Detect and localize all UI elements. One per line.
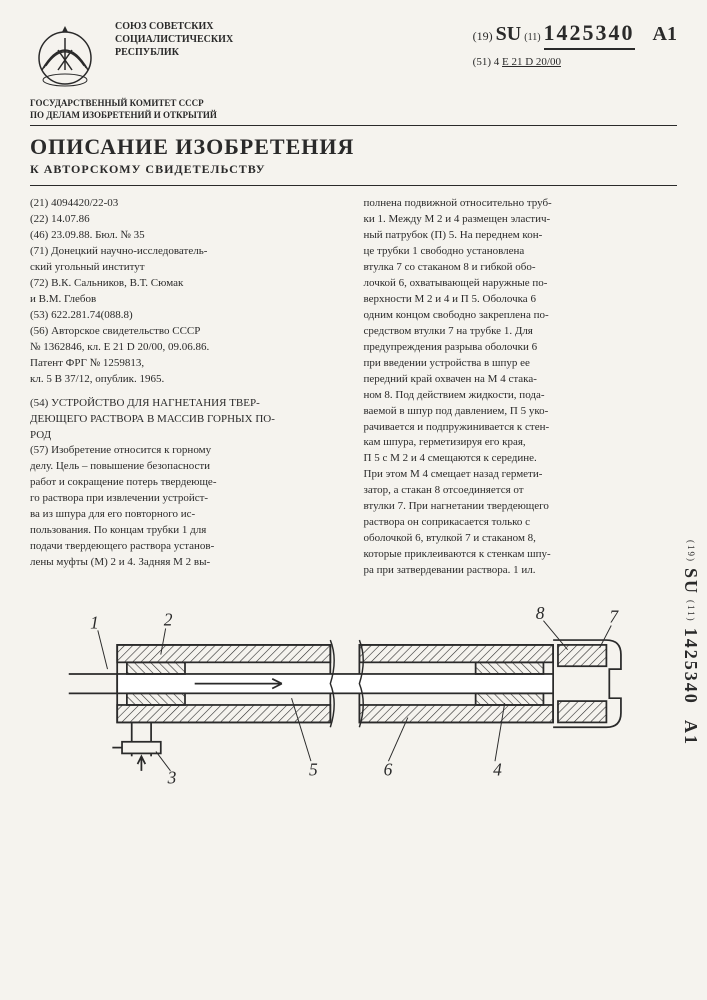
biblio-line: Патент ФРГ № 1259813, xyxy=(30,356,344,372)
kind-code: A1 xyxy=(653,23,677,45)
abstract-line: делу. Цель – повышение безопасности xyxy=(30,459,344,475)
figure-label-6: 6 xyxy=(384,760,393,780)
abstract-line: предупреждения разрыва оболочки 6 xyxy=(364,340,678,356)
title-line: РОД xyxy=(30,428,344,444)
state-emblem xyxy=(30,20,100,90)
side-cc: SU xyxy=(681,568,701,595)
left-column: (21) 4094420/22-03 (22) 14.07.86 (46) 23… xyxy=(30,196,344,579)
abstract-line: (57) Изобретение относится к горному xyxy=(30,443,344,459)
doc-number: 1425340 xyxy=(544,20,635,50)
abstract-line: ра при затвердевании раствора. 1 ил. xyxy=(364,563,678,579)
abstract-line: П 5 с М 2 и 4 смещаются к середине. xyxy=(364,451,678,467)
page-title: ОПИСАНИЕ ИЗОБРЕТЕНИЯ xyxy=(30,134,677,160)
biblio-line: (22) 14.07.86 xyxy=(30,212,344,228)
side-num: 1425340 xyxy=(681,628,701,705)
figure-label-5: 5 xyxy=(309,760,318,780)
abstract-line: лены муфты (М) 2 и 4. Задняя М 2 вы- xyxy=(30,555,344,571)
abstract-line: передний край охвачен на М 4 стака- xyxy=(364,372,678,388)
abstract-line: ный патрубок (П) 5. На переднем кон- xyxy=(364,228,678,244)
abstract-line: затор, а стакан 8 отсоединяется от xyxy=(364,483,678,499)
abstract-line: це трубки 1 свободно установлена xyxy=(364,244,678,260)
abstract-line: полнена подвижной относительно труб- xyxy=(364,196,678,212)
abstract-line: работ и сокращение потерь твердеюще- xyxy=(30,475,344,491)
abstract-line: верхности М 2 и 4 и П 5. Оболочка 6 xyxy=(364,292,678,308)
divider xyxy=(30,125,677,126)
side-kind: A1 xyxy=(681,720,701,746)
biblio-line: кл. 5 В 37/12, опублик. 1965. xyxy=(30,372,344,388)
abstract-line: ваемой в шпур под давлением, П 5 уко- xyxy=(364,404,678,420)
right-column: полнена подвижной относительно труб- ки … xyxy=(364,196,678,579)
union-label: СОЮЗ СОВЕТСКИХ СОЦИАЛИСТИЧЕСКИХ РЕСПУБЛИ… xyxy=(115,20,233,59)
union-line: СОЦИАЛИСТИЧЕСКИХ xyxy=(115,33,233,46)
figure-label-1: 1 xyxy=(90,612,99,632)
body-columns: (21) 4094420/22-03 (22) 14.07.86 (46) 23… xyxy=(30,196,677,579)
country-prefix: (19) xyxy=(473,29,493,43)
country-code: SU xyxy=(496,23,522,45)
ipc-code: E 21 D 20/00 xyxy=(502,56,561,68)
biblio-line: (21) 4094420/22-03 xyxy=(30,196,344,212)
biblio-line: (72) В.К. Сальников, В.Т. Сюмак xyxy=(30,276,344,292)
abstract-line: подачи твердеющего раствора установ- xyxy=(30,539,344,555)
biblio-line: (71) Донецкий научно-исследователь- xyxy=(30,244,344,260)
ipc-prefix: (51) 4 xyxy=(473,56,500,68)
union-line: РЕСПУБЛИК xyxy=(115,46,233,59)
abstract-line: которые приклеиваются к стенкам шпу- xyxy=(364,547,678,563)
divider xyxy=(30,185,677,186)
figure-label-8: 8 xyxy=(536,603,545,623)
figure-label-3: 3 xyxy=(167,767,177,786)
abstract-line: одним концом свободно закреплена по- xyxy=(364,308,678,324)
abstract-line: ва из шпура для его повторного ис- xyxy=(30,507,344,523)
committee-line: ПО ДЕЛАМ ИЗОБРЕТЕНИЙ И ОТКРЫТИЙ xyxy=(30,110,677,122)
biblio-line: и В.М. Глебов xyxy=(30,292,344,308)
figure-label-4: 4 xyxy=(493,760,502,780)
figure-label-7: 7 xyxy=(609,607,619,627)
biblio-line: (46) 23.09.88. Бюл. № 35 xyxy=(30,228,344,244)
committee-label: ГОСУДАРСТВЕННЫЙ КОМИТЕТ СССР ПО ДЕЛАМ ИЗ… xyxy=(30,98,677,121)
page-subtitle: К АВТОРСКОМУ СВИДЕТЕЛЬСТВУ xyxy=(30,162,677,177)
committee-line: ГОСУДАРСТВЕННЫЙ КОМИТЕТ СССР xyxy=(30,98,677,110)
abstract-line: ном 8. Под действием жидкости, пода- xyxy=(364,388,678,404)
figure-label-2: 2 xyxy=(164,609,173,629)
union-line: СОЮЗ СОВЕТСКИХ xyxy=(115,20,233,33)
abstract-line: при введении устройства в шпур ее xyxy=(364,356,678,372)
abstract-line: При этом М 4 смещает назад гермети- xyxy=(364,467,678,483)
biblio-line: (53) 622.281.74(088.8) xyxy=(30,308,344,324)
abstract-line: го раствора при извлечении устройст- xyxy=(30,491,344,507)
side-prefix: (19) xyxy=(686,540,696,563)
doc-codes: (19) SU (11) 1425340 A1 (51) 4 E 21 D 20… xyxy=(473,20,677,68)
title-line: (54) УСТРОЙСТВО ДЛЯ НАГНЕТАНИЯ ТВЕР- xyxy=(30,396,344,412)
biblio-line: (56) Авторское свидетельство СССР xyxy=(30,324,344,340)
abstract-line: оболочкой 6, втулкой 7 и стаканом 8, xyxy=(364,531,678,547)
biblio-line: № 1362846, кл. E 21 D 20/00, 09.06.86. xyxy=(30,340,344,356)
spacer xyxy=(30,388,344,396)
abstract-line: лочкой 6, охватывающей наружные по- xyxy=(364,276,678,292)
abstract-line: втулка 7 со стаканом 8 и гибкой обо- xyxy=(364,260,678,276)
abstract-line: средством втулки 7 на трубке 1. Для xyxy=(364,324,678,340)
abstract-line: рачивается и подпружинивается к стен- xyxy=(364,420,678,436)
abstract-line: пользования. По концам трубки 1 для xyxy=(30,523,344,539)
side-doc-code: (19) SU (11) 1425340 A1 xyxy=(680,540,701,746)
biblio-line: ский угольный институт xyxy=(30,260,344,276)
figure: 1 2 3 4 5 6 7 8 xyxy=(30,591,677,786)
abstract-line: раствора он соприкасается только с xyxy=(364,515,678,531)
abstract-line: втулки 7. При нагнетании твердеющего xyxy=(364,499,678,515)
title-line: ДЕЮЩЕГО РАСТВОРА В МАССИВ ГОРНЫХ ПО- xyxy=(30,412,344,428)
abstract-line: кам шпура, герметизируя его края, xyxy=(364,435,678,451)
abstract-line: ки 1. Между М 2 и 4 размещен эластич- xyxy=(364,212,678,228)
